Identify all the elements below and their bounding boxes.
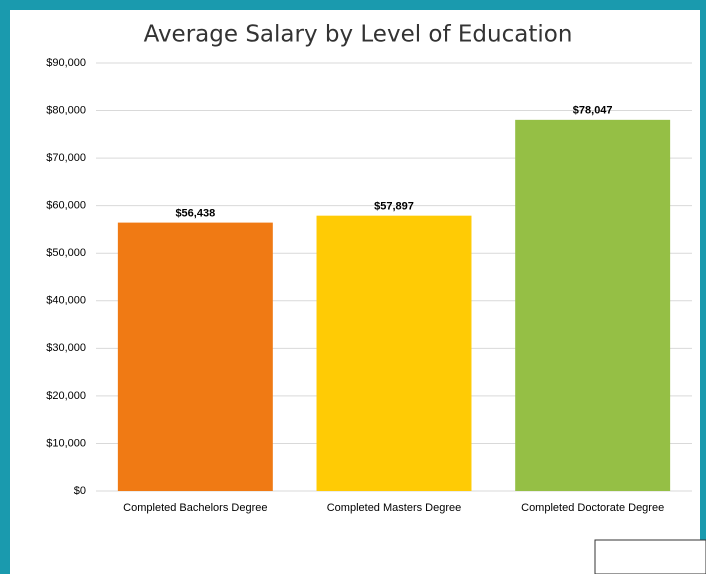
data-label: $57,897 [374,201,414,213]
y-tick-label: $60,000 [46,200,86,212]
y-tick-label: $20,000 [46,390,86,402]
y-tick-label: $50,000 [46,247,86,259]
overlay-box [594,539,706,574]
data-label: $56,438 [175,208,215,220]
y-tick-label: $10,000 [46,437,86,449]
x-tick-label: Completed Doctorate Degree [521,502,664,514]
y-tick-label: $40,000 [46,295,86,307]
x-tick-label: Completed Bachelors Degree [123,502,267,514]
data-label: $78,047 [573,105,613,117]
y-tick-label: $90,000 [46,57,86,69]
y-tick-label: $0 [74,485,86,497]
y-tick-label: $80,000 [46,104,86,116]
chart-title: Average Salary by Level of Education [144,22,573,48]
bar [515,119,671,492]
y-tick-label: $70,000 [46,152,86,164]
bar [117,222,273,491]
y-tick-label: $30,000 [46,342,86,354]
bar [316,215,472,491]
x-tick-label: Completed Masters Degree [327,502,462,514]
